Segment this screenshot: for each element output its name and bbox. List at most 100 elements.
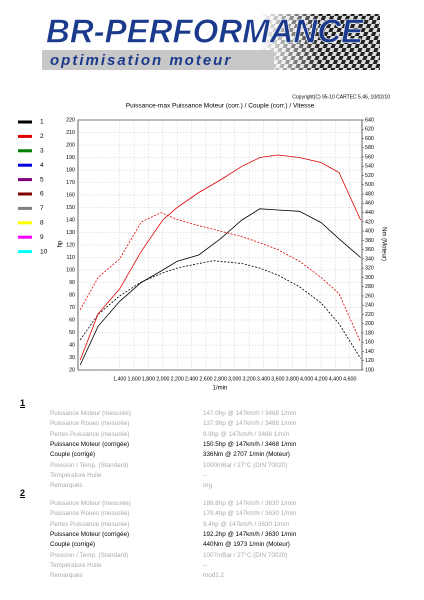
row-label: Pression / Temp. (Standard) xyxy=(50,551,129,559)
legend-swatch xyxy=(18,206,32,210)
y2-tick-label: 540 xyxy=(365,164,374,170)
result-row: Puissance Moteur (corrigée) 150.5hp @ 147… xyxy=(50,441,410,451)
y2-tick-label: 500 xyxy=(365,182,374,188)
y2-tick-label: 440 xyxy=(365,210,374,216)
x-tick-label: 2,600 xyxy=(199,376,212,382)
y-tick-label: 40 xyxy=(69,342,75,348)
legend-label: 5 xyxy=(40,176,44,183)
row-label: Température Huile xyxy=(50,561,102,569)
row-value: -- xyxy=(203,471,208,479)
row-value: -- xyxy=(203,561,208,569)
legend-label: 1 xyxy=(40,119,44,126)
chart-title: Puissance-max Puissance Moteur (corr.) /… xyxy=(126,103,315,110)
x-tick-label: 2,200 xyxy=(171,376,184,382)
result-row: Puissance Roues (mesurée) 137.9hp @ 147km… xyxy=(50,420,410,430)
row-value: 440Nm @ 1973 1/min (Moteur) xyxy=(203,541,290,549)
row-label: Puissance Moteur (corrigée) xyxy=(50,530,130,538)
y2-tick-label: 520 xyxy=(365,173,374,179)
y-tick-label: 20 xyxy=(69,367,75,373)
legend-label: 4 xyxy=(40,162,44,169)
legend-swatch xyxy=(18,178,32,182)
row-value: 179.4hp @ 147km/h / 3630 1/min xyxy=(203,510,297,518)
row-value: org xyxy=(203,482,213,490)
y2-tick-label: 460 xyxy=(365,201,374,207)
x-tick-label: 4,600 xyxy=(343,376,356,382)
y-tick-label: 180 xyxy=(66,167,75,173)
y2-tick-label: 180 xyxy=(365,330,374,336)
y-tick-label: 120 xyxy=(66,242,75,248)
y-tick-label: 150 xyxy=(66,205,75,211)
y-tick-label: 130 xyxy=(66,230,75,236)
y-tick-label: 80 xyxy=(69,292,75,298)
result-row: Température Huile -- xyxy=(50,562,410,572)
y-tick-label: 60 xyxy=(69,317,75,323)
result-row: Remarques mod1.2 xyxy=(50,572,410,582)
row-label: Puissance Moteur (mesurée) xyxy=(50,410,131,417)
y-tick-label: 100 xyxy=(66,267,75,273)
logo-title: BR-PERFORMANCE xyxy=(46,13,364,50)
x-tick-label: 1,400 xyxy=(113,376,126,382)
result-row: Couple (corrigé) 440Nm @ 1973 1/min (Mote… xyxy=(50,541,410,551)
result-row: Température Huile -- xyxy=(50,472,410,482)
result-row: Pertes Puissance (mesurée) 9.8hp @ 147km/… xyxy=(50,431,410,441)
result-row: Remarques org xyxy=(50,482,410,492)
row-value: mod1.2 xyxy=(203,572,225,580)
x-tick-label: 2,000 xyxy=(156,376,169,382)
legend-swatch xyxy=(18,192,32,196)
y2-tick-label: 580 xyxy=(365,145,374,151)
legend-swatch xyxy=(18,221,32,225)
result-number: 1 xyxy=(20,398,26,408)
row-label: Température Huile xyxy=(50,471,102,479)
series-line xyxy=(79,260,361,359)
row-value: 137.9hp @ 147km/h / 3468 1/min xyxy=(203,420,297,428)
y2-tick-label: 620 xyxy=(365,127,374,133)
y-tick-label: 160 xyxy=(66,192,75,198)
legend-swatch xyxy=(18,163,32,167)
y-tick-label: 30 xyxy=(69,355,75,361)
y2-tick-label: 320 xyxy=(365,266,374,272)
logo-subtitle: optimisation moteur xyxy=(50,52,232,69)
y2-tick-label: 300 xyxy=(365,275,374,281)
legend-label: 2 xyxy=(40,133,44,140)
legend-swatch xyxy=(18,235,32,239)
x-tick-label: 4,200 xyxy=(314,376,327,382)
x-tick-label: 3,000 xyxy=(228,376,241,382)
result-row: Puissance Moteur (mesurée) 188.8hp @ 147k… xyxy=(50,500,410,510)
row-label: Couple (corrigé) xyxy=(50,541,96,549)
y-tick-label: 140 xyxy=(66,217,75,223)
row-value: 9.8hp @ 147km/h / 3468 1/min xyxy=(203,430,290,438)
y-tick-label: 190 xyxy=(66,155,75,161)
copyright: Copyright(C) 95-10 CARTEC 5.46, 10/02/10 xyxy=(292,94,390,100)
legend-label: 8 xyxy=(40,220,44,227)
legend-swatch xyxy=(18,134,32,138)
legend-swatch xyxy=(18,250,32,254)
row-label: Puissance Moteur (corrigée) xyxy=(50,440,130,448)
legend-label: 6 xyxy=(40,191,44,198)
result-row: Pression / Temp. (Standard) 1007mBar / 27… xyxy=(50,552,410,562)
y2-tick-label: 160 xyxy=(365,340,374,346)
result-row: Pression / Temp. (Standard) 1000mBar / 27… xyxy=(50,462,410,472)
y2-tick-label: 600 xyxy=(365,136,374,142)
y2-tick-label: 560 xyxy=(365,154,374,160)
y2-tick-label: 260 xyxy=(365,293,374,299)
y-axis-label: hp xyxy=(58,240,64,247)
row-label: Remarques xyxy=(50,482,83,490)
result-row: Puissance Moteur (corrigée) 192.2hp @ 147… xyxy=(50,531,410,541)
row-value: 336Nm @ 2707 1/min (Moteur) xyxy=(203,451,290,459)
row-value: 1007mBar / 27°C (DIN 70020) xyxy=(203,551,288,559)
x-tick-label: 2,400 xyxy=(185,376,198,382)
y2-axis-label: Nm (Moteur) xyxy=(380,227,386,261)
y2-tick-label: 220 xyxy=(365,312,374,318)
legend-label: 9 xyxy=(40,234,44,241)
result-number: 2 xyxy=(20,488,26,498)
y2-tick-label: 640 xyxy=(365,117,374,123)
legend-swatch xyxy=(18,149,32,153)
row-label: Pression / Temp. (Standard) xyxy=(50,461,129,469)
row-label: Pertes Puissance (mesurée) xyxy=(50,520,130,528)
row-value: 9.4hp @ 147km/h / 3630 1/min xyxy=(203,520,290,528)
y2-tick-label: 380 xyxy=(365,238,374,244)
result-row: Puissance Roues (mesurée) 179.4hp @ 147km… xyxy=(50,510,410,520)
x-axis-label: 1/min xyxy=(213,386,228,392)
y2-tick-label: 140 xyxy=(365,349,374,355)
